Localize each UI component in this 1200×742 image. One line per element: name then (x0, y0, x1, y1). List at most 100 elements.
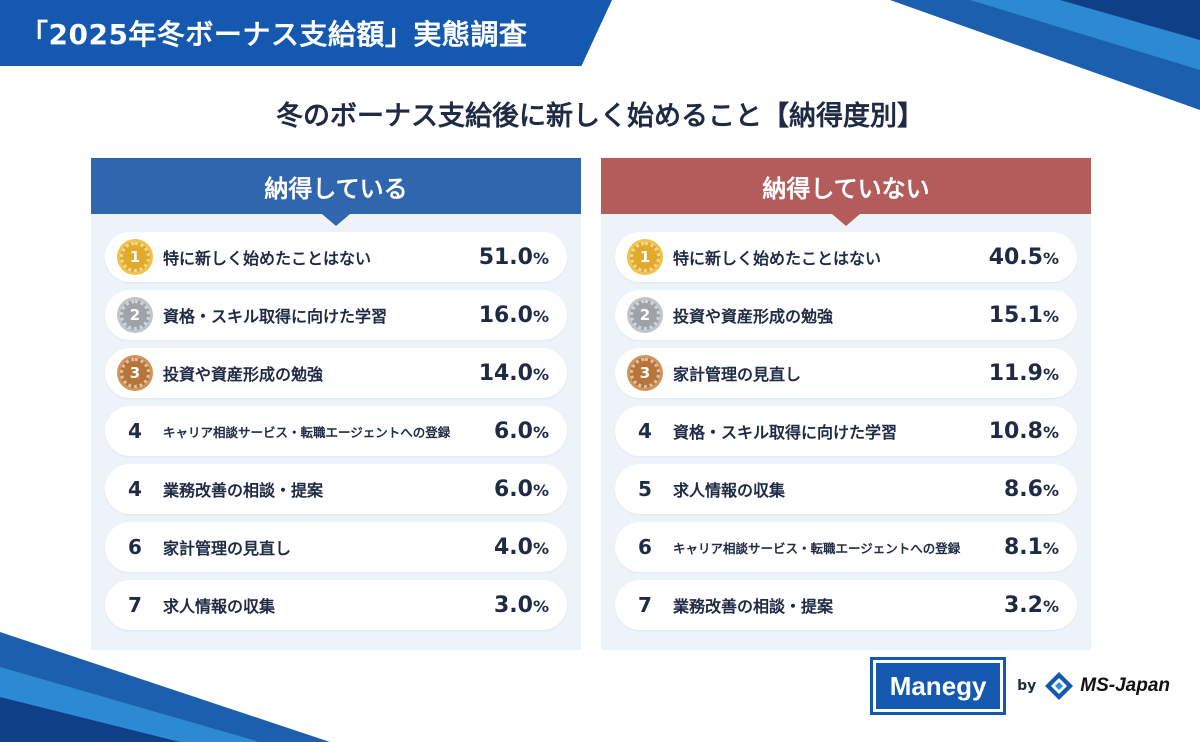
item-label: キャリア相談サービス・転職エージェントへの登録 (163, 424, 451, 440)
medal-rank-number: 1 (120, 242, 150, 272)
panel-header-satisfied: 納得している (91, 158, 581, 226)
panel-unsatisfied: 納得していない 1 特に新しく始めたことはない 40.5% 2 投資や資産形成の勉強 15… (601, 158, 1091, 650)
percentage-number: 40.5 (988, 244, 1043, 270)
percentage-number: 8.6 (1003, 476, 1043, 502)
percentage-unit: % (1042, 480, 1059, 500)
percentage-value: 40.5% (989, 245, 1059, 270)
percentage-unit: % (1042, 422, 1059, 442)
percentage-unit: % (1042, 538, 1059, 558)
percentage-number: 10.8 (988, 418, 1043, 444)
percentage-number: 6.0 (493, 476, 533, 502)
percentage-value: 10.8% (989, 419, 1059, 444)
rank-number: 7 (638, 593, 652, 617)
ranking-list-satisfied: 1 特に新しく始めたことはない 51.0% 2 資格・スキル取得に向けた学習 16.0% 3… (91, 214, 581, 630)
ranking-row: 6 家計管理の見直し 4.0% (105, 522, 567, 572)
ranking-list-unsatisfied: 1 特に新しく始めたことはない 40.5% 2 投資や資産形成の勉強 15.1% 3 家計管理… (601, 214, 1091, 630)
ranking-row: 4 キャリア相談サービス・転職エージェントへの登録 6.0% (105, 406, 567, 456)
ranking-row: 4 資格・スキル取得に向けた学習 10.8% (615, 406, 1077, 456)
percentage-value: 6.0% (494, 419, 549, 444)
silver-medal-icon: 2 (117, 297, 153, 333)
percentage-value: 15.1% (989, 303, 1059, 328)
gold-medal-icon: 1 (117, 239, 153, 275)
item-label: 求人情報の収集 (163, 597, 276, 616)
ranking-row: 3 投資や資産形成の勉強 14.0% (105, 348, 567, 398)
percentage-value: 11.9% (989, 361, 1059, 386)
percentage-value: 14.0% (479, 361, 549, 386)
percentage-number: 8.1 (1003, 534, 1043, 560)
panel-satisfied: 納得している 1 特に新しく始めたことはない 51.0% 2 資格・スキル取得に向けた学… (91, 158, 581, 650)
item-label: 求人情報の収集 (673, 481, 786, 500)
ranking-row: 2 資格・スキル取得に向けた学習 16.0% (105, 290, 567, 340)
medal-rank-number: 2 (630, 300, 660, 330)
rank-number: 7 (128, 593, 142, 617)
rank-number: 4 (128, 419, 142, 443)
title-banner: 「2025年冬ボーナス支給額」実態調査 (0, 0, 612, 66)
by-label: by (1017, 678, 1037, 694)
medal-rank-number: 2 (120, 300, 150, 330)
percentage-number: 15.1 (988, 302, 1043, 328)
header-pointer (832, 214, 860, 226)
panel-title-unsatisfied: 納得していない (762, 174, 930, 203)
percentage-value: 8.1% (1004, 535, 1059, 560)
ranking-row: 4 業務改善の相談・提案 6.0% (105, 464, 567, 514)
item-label: 特に新しく始めたことはない (163, 249, 372, 268)
percentage-number: 11.9 (988, 360, 1043, 386)
percentage-unit: % (1042, 364, 1059, 384)
percentage-number: 3.0 (493, 592, 533, 618)
ms-japan-logo-icon (1044, 671, 1074, 701)
panel-title-satisfied: 納得している (264, 174, 408, 203)
ranking-row: 1 特に新しく始めたことはない 51.0% (105, 232, 567, 282)
item-label: 資格・スキル取得に向けた学習 (673, 423, 898, 442)
percentage-unit: % (532, 480, 549, 500)
ranking-row: 3 家計管理の見直し 11.9% (615, 348, 1077, 398)
item-label: 家計管理の見直し (163, 539, 292, 558)
percentage-number: 51.0 (478, 244, 533, 270)
percentage-number: 4.0 (493, 534, 533, 560)
percentage-unit: % (1042, 306, 1059, 326)
rank-number: 6 (638, 535, 652, 559)
percentage-unit: % (532, 364, 549, 384)
percentage-value: 6.0% (494, 477, 549, 502)
medal-rank-number: 1 (630, 242, 660, 272)
panel-header-unsatisfied: 納得していない (601, 158, 1091, 226)
percentage-unit: % (1042, 596, 1059, 616)
ranking-row: 7 業務改善の相談・提案 3.2% (615, 580, 1077, 630)
gold-medal-icon: 1 (627, 239, 663, 275)
ranking-row: 5 求人情報の収集 8.6% (615, 464, 1077, 514)
percentage-value: 51.0% (479, 245, 549, 270)
rank-number: 5 (638, 477, 652, 501)
manegy-logo: Manegy (870, 657, 1007, 715)
bronze-medal-icon: 3 (117, 355, 153, 391)
item-label: キャリア相談サービス・転職エージェントへの登録 (673, 540, 961, 556)
item-label: 資格・スキル取得に向けた学習 (163, 307, 388, 326)
item-label: 業務改善の相談・提案 (163, 481, 324, 500)
page-title: 「2025年冬ボーナス支給額」実態調査 (20, 18, 528, 51)
medal-rank-number: 3 (120, 358, 150, 388)
percentage-unit: % (532, 596, 549, 616)
percentage-number: 16.0 (478, 302, 533, 328)
percentage-unit: % (532, 306, 549, 326)
bronze-medal-icon: 3 (627, 355, 663, 391)
percentage-unit: % (532, 538, 549, 558)
percentage-number: 14.0 (478, 360, 533, 386)
rank-number: 4 (638, 419, 652, 443)
silver-medal-icon: 2 (627, 297, 663, 333)
percentage-value: 4.0% (494, 535, 549, 560)
percentage-number: 3.2 (1003, 592, 1043, 618)
manegy-logo-text: Manegy (889, 670, 987, 701)
item-label: 特に新しく始めたことはない (673, 249, 882, 268)
percentage-value: 3.0% (494, 593, 549, 618)
item-label: 家計管理の見直し (673, 365, 802, 384)
ranking-row: 1 特に新しく始めたことはない 40.5% (615, 232, 1077, 282)
percentage-value: 3.2% (1004, 593, 1059, 618)
footer-logos: Manegy by MS-Japan (870, 657, 1170, 715)
percentage-value: 8.6% (1004, 477, 1059, 502)
section-heading: 冬のボーナス支給後に新しく始めること【納得度別】 (276, 101, 924, 132)
item-label: 投資や資産形成の勉強 (673, 307, 834, 326)
medal-rank-number: 3 (630, 358, 660, 388)
item-label: 投資や資産形成の勉強 (163, 365, 324, 384)
ranking-row: 7 求人情報の収集 3.0% (105, 580, 567, 630)
header-pointer (322, 214, 350, 226)
item-label: 業務改善の相談・提案 (673, 597, 834, 616)
percentage-unit: % (532, 422, 549, 442)
